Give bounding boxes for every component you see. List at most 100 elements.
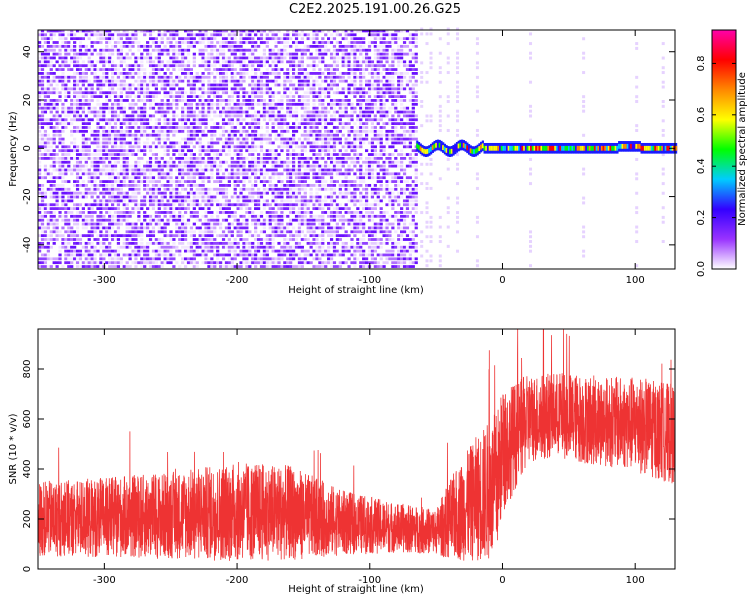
spectrogram-cell — [303, 214, 307, 218]
spectrogram-cell — [75, 91, 80, 95]
spectrogram-cell — [300, 56, 304, 60]
spectrogram-cell — [242, 48, 246, 52]
spectrogram-cell — [248, 168, 252, 172]
spectrogram-cell — [143, 126, 147, 129]
spectrogram-cell — [268, 102, 272, 106]
spectrogram-cell — [219, 226, 223, 230]
spectrogram-cell — [128, 106, 132, 110]
spectrogram-cell — [40, 102, 45, 106]
spectrogram-cell — [309, 141, 313, 145]
spectrogram-cell — [254, 149, 258, 153]
spectrogram-cell — [256, 218, 261, 222]
spectrogram-cell — [329, 234, 334, 238]
spectrogram-cell — [303, 79, 307, 83]
spectrogram-cell — [40, 207, 45, 210]
spectrogram-cell — [233, 226, 237, 230]
spectrogram-cell — [213, 60, 217, 64]
spectrogram-cell — [143, 145, 147, 149]
spectrogram-cell — [213, 153, 217, 156]
spectrogram-cell — [87, 265, 91, 268]
spectrogram-cell — [274, 234, 278, 238]
spectrogram-cell — [73, 56, 77, 60]
spectrogram-cell — [219, 184, 223, 187]
spectrogram-cell — [321, 222, 325, 226]
spectrogram-cell — [160, 172, 164, 176]
spectrogram-cell — [256, 214, 261, 218]
spectrogram-cell — [61, 214, 65, 218]
spectrogram-cell — [303, 149, 307, 153]
spectrogram-cell — [84, 99, 88, 102]
spectrogram-cell — [75, 60, 80, 64]
spectrogram-cell — [78, 75, 83, 79]
spectrogram-cell — [178, 230, 182, 234]
spectrogram-cell — [43, 191, 48, 195]
spectrogram-cell — [259, 211, 264, 214]
spectrogram-cell — [312, 87, 316, 91]
spectrogram-cell — [300, 114, 304, 118]
spectrogram-cell — [332, 72, 337, 75]
spectrogram-cell — [163, 91, 167, 95]
spectrogram-cell — [216, 41, 220, 44]
spectrogram-cell — [99, 41, 103, 44]
spectrogram-cell — [143, 245, 147, 249]
spectrogram-cell — [321, 218, 325, 222]
spectrogram-cell — [254, 245, 258, 249]
spectrogram-cell — [312, 145, 316, 149]
spectrogram-cell — [329, 114, 334, 118]
spectrogram-cell — [239, 141, 243, 145]
spectrogram-cell — [160, 114, 164, 118]
spectrogram-cell — [324, 110, 328, 114]
spectrogram-cell — [81, 122, 85, 126]
spectrogram-cell — [67, 234, 71, 238]
spectrogram-cell — [245, 41, 249, 44]
spectrogram-cell — [297, 226, 302, 230]
spectrogram-cell — [227, 114, 231, 118]
spectrogram-cell — [292, 234, 296, 238]
spectrogram-cell — [93, 133, 97, 137]
spectrogram-cell — [160, 261, 164, 265]
spectrogram-cell — [277, 48, 281, 52]
spectrogram-cell — [46, 102, 50, 106]
spectrogram-cell — [242, 141, 246, 145]
spectrogram-cell — [75, 149, 80, 153]
spectrogram-cell — [166, 91, 170, 95]
spectrogram-cell — [113, 187, 118, 191]
spectrogram-cell — [292, 68, 296, 71]
spectrogram-cell — [73, 126, 77, 129]
spectrogram-cell — [315, 99, 319, 102]
spectrogram-cell — [172, 257, 176, 261]
spectrogram-cell — [70, 207, 74, 210]
spectrogram-cell — [329, 226, 334, 230]
spectrogram-cell — [137, 95, 141, 98]
spectrogram-cell — [40, 230, 45, 234]
spectrogram-cell — [181, 126, 185, 129]
spectrogram-cell — [286, 114, 290, 118]
spectrogram-cell — [55, 168, 59, 172]
spectrogram-cell — [277, 234, 281, 238]
spectrogram-cell — [195, 168, 199, 172]
spectrogram-cell — [201, 64, 205, 68]
spectrogram-cell — [166, 29, 170, 33]
spectrogram-cell — [84, 33, 88, 37]
spectrogram-cell — [210, 245, 214, 249]
spectrogram-cell — [259, 83, 264, 87]
spectrogram-cell — [90, 241, 94, 245]
spectrogram-cell — [338, 129, 342, 133]
spectrogram-cell — [216, 191, 220, 195]
spectrogram-cell — [154, 87, 158, 91]
spectrogram-cell — [108, 129, 112, 133]
spectrogram-cell — [52, 257, 56, 261]
spectrogram-cell — [227, 207, 231, 210]
spectrogram-cell — [248, 41, 252, 44]
spectrogram-cell — [233, 180, 237, 183]
spectrogram-cell — [122, 41, 126, 44]
spectrogram-cell — [93, 91, 97, 95]
spectrogram-cell — [99, 149, 103, 153]
spectrogram-cell — [256, 79, 261, 83]
spectrogram-cell — [251, 261, 255, 265]
spectrogram-cell — [335, 164, 339, 168]
spectrogram-cell — [102, 191, 106, 195]
spectrogram-cell — [338, 156, 342, 160]
spectrogram-cell — [239, 106, 243, 110]
spectrogram-cell — [140, 118, 144, 122]
